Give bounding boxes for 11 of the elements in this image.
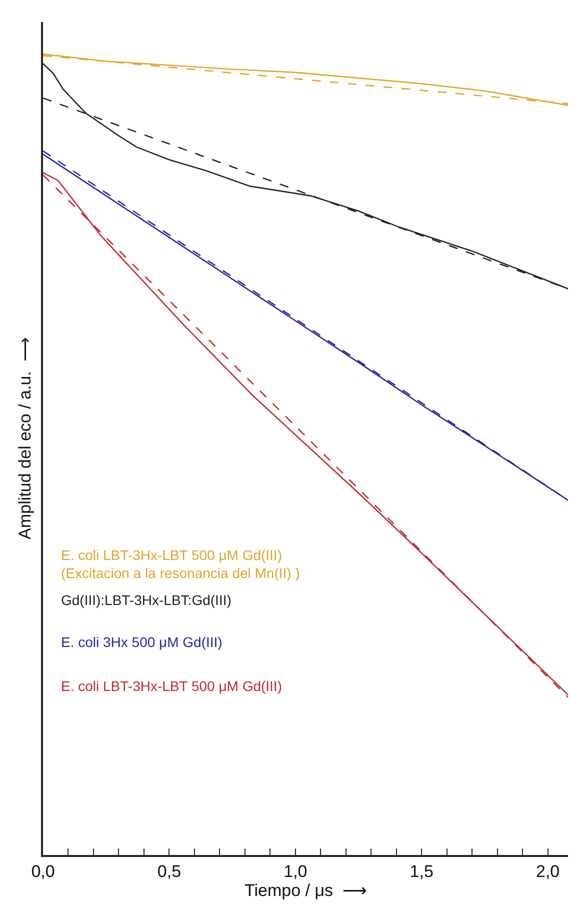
text: E. coli 3Hx 500 μM Gd(III) xyxy=(61,634,222,650)
x-tick-label: 1,5 xyxy=(410,862,434,882)
text: E. coli LBT-3Hx-LBT 500 μM Gd(III) (Excitacion a la resonancia del Mn(II) ) xyxy=(61,547,300,582)
x-tick-label: 2,0 xyxy=(536,862,560,882)
x-tick-label: 0,0 xyxy=(31,862,55,882)
y-axis-title: Amplitud del eco / a.u. ⟶ xyxy=(15,338,34,540)
text: E. coli LBT-3Hx-LBT 500 μM Gd(III) xyxy=(61,678,282,694)
text: Gd(III):LBT-3Hx-LBT:Gd(III) xyxy=(61,592,232,608)
x-axis-title: Tiempo / μs ⟶ xyxy=(244,881,366,900)
x-tick-label: 0,5 xyxy=(157,862,182,882)
x-tick-label: 1,0 xyxy=(284,862,308,882)
